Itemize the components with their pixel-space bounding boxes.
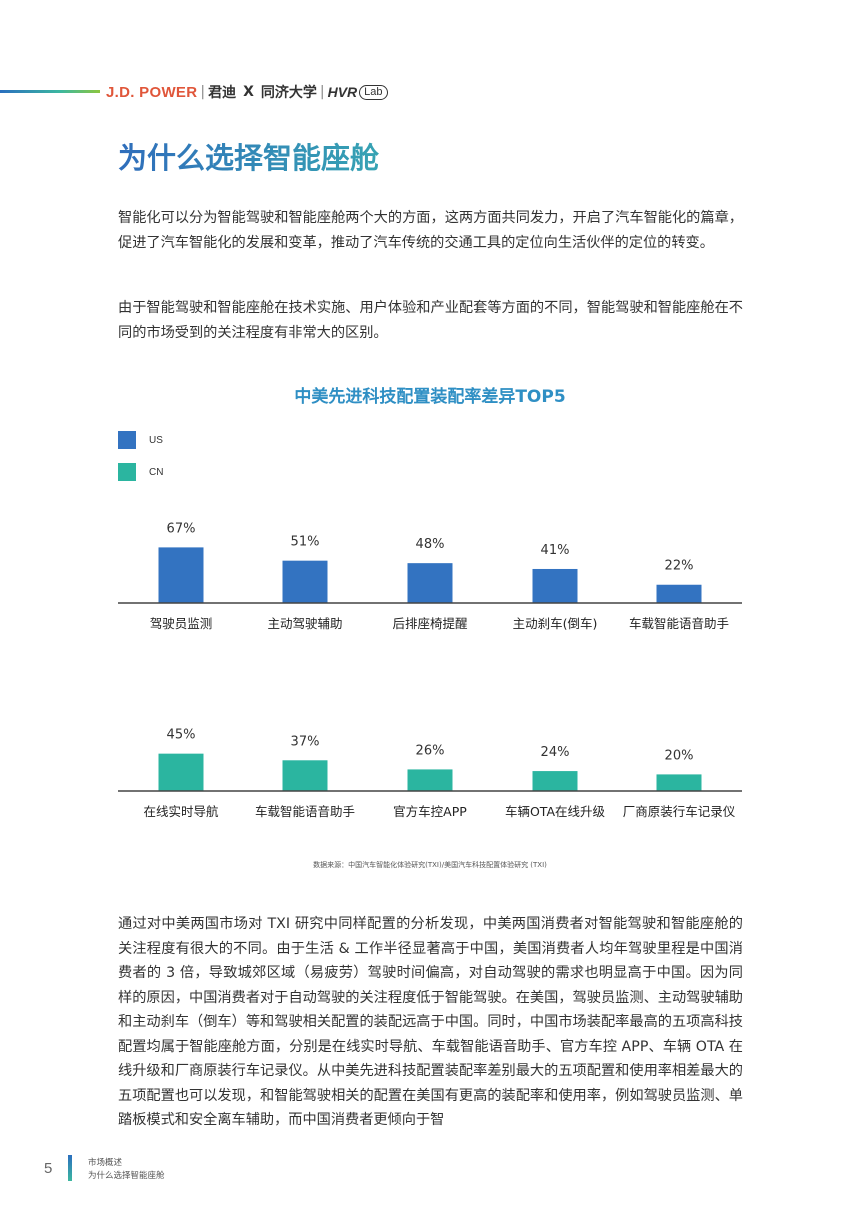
lab-badge: Lab bbox=[359, 84, 388, 100]
header-accent-line bbox=[0, 90, 100, 93]
brand-tongji: 同济大学 bbox=[260, 85, 317, 101]
category-label-us: 车载智能语音助手 bbox=[629, 616, 729, 631]
bar-us bbox=[656, 584, 702, 603]
bar-cn bbox=[407, 769, 453, 791]
brand-logo: J.D. POWER | 君迪 X 同济大学 | HVR Lab bbox=[106, 82, 388, 102]
data-label-cn: 37% bbox=[291, 734, 320, 749]
legend-item-us: US bbox=[118, 431, 163, 449]
bar-cn bbox=[158, 753, 204, 791]
category-label-us: 驾驶员监测 bbox=[150, 616, 213, 631]
legend-label-us: US bbox=[149, 434, 163, 446]
intro-paragraph-2: 由于智能驾驶和智能座舱在技术实施、用户体验和产业配套等方面的不同，智能驾驶和智能… bbox=[118, 300, 743, 341]
footer-subsection: 为什么选择智能座舱 bbox=[88, 1171, 165, 1181]
data-label-us: 41% bbox=[541, 543, 570, 558]
bar-us bbox=[407, 563, 453, 603]
bar-cn bbox=[282, 760, 328, 791]
bar-cn bbox=[532, 771, 578, 791]
brand-separator: | bbox=[319, 84, 325, 100]
category-label-us: 主动刹车(倒车) bbox=[513, 616, 598, 631]
bar-cn bbox=[656, 774, 702, 791]
legend-label-cn: CN bbox=[149, 466, 164, 478]
data-label-cn: 26% bbox=[416, 743, 445, 758]
bar-us bbox=[532, 568, 578, 603]
data-label-us: 22% bbox=[665, 559, 694, 574]
data-label-cn: 20% bbox=[665, 748, 694, 763]
data-label-us: 48% bbox=[416, 537, 445, 552]
chart-source-note: 数据来源：中国汽车智能化体验研究(TXI)/美国汽车科技配置体验研究 (TXI) bbox=[313, 861, 547, 869]
footer-accent-bar bbox=[68, 1155, 72, 1181]
legend-swatch-cn bbox=[118, 463, 136, 481]
category-label-cn: 厂商原装行车记录仪 bbox=[623, 804, 736, 819]
jd-power-logo: J.D. POWER bbox=[106, 83, 198, 101]
intro-paragraph-1: 智能化可以分为智能驾驶和智能座舱两个大的方面，这两方面共同发力，开启了汽车智能化… bbox=[118, 210, 743, 251]
brand-separator: | bbox=[200, 84, 206, 100]
bar-us bbox=[282, 560, 328, 603]
category-label-us: 后排座椅提醒 bbox=[392, 616, 468, 631]
page-number: 5 bbox=[44, 1160, 53, 1177]
brand-jundi: 君迪 bbox=[208, 85, 237, 101]
category-label-us: 主动驾驶辅助 bbox=[267, 616, 342, 631]
brand-x: X bbox=[243, 84, 254, 100]
data-label-us: 67% bbox=[167, 521, 196, 536]
chart-title: 中美先进科技配置装配率差异TOP5 bbox=[294, 387, 566, 407]
analysis-paragraph: 通过对中美两国市场对 TXI 研究中同样配置的分析发现，中美两国消费者对智能驾驶… bbox=[118, 916, 743, 1128]
category-label-cn: 车载智能语音助手 bbox=[255, 804, 355, 819]
bar-us bbox=[158, 547, 204, 603]
legend-item-cn: CN bbox=[118, 463, 163, 481]
footer-section: 市场概述 bbox=[88, 1158, 123, 1168]
data-label-us: 51% bbox=[291, 535, 320, 550]
hvr-logo: HVR bbox=[327, 84, 358, 100]
legend-swatch-us bbox=[118, 431, 136, 449]
page-title: 为什么选择智能座舱 bbox=[118, 138, 379, 178]
category-label-cn: 在线实时导航 bbox=[143, 804, 219, 819]
category-label-cn: 官方车控APP bbox=[393, 804, 467, 819]
data-label-cn: 45% bbox=[167, 728, 196, 743]
data-label-cn: 24% bbox=[541, 745, 570, 760]
category-label-cn: 车辆OTA在线升级 bbox=[505, 804, 606, 819]
